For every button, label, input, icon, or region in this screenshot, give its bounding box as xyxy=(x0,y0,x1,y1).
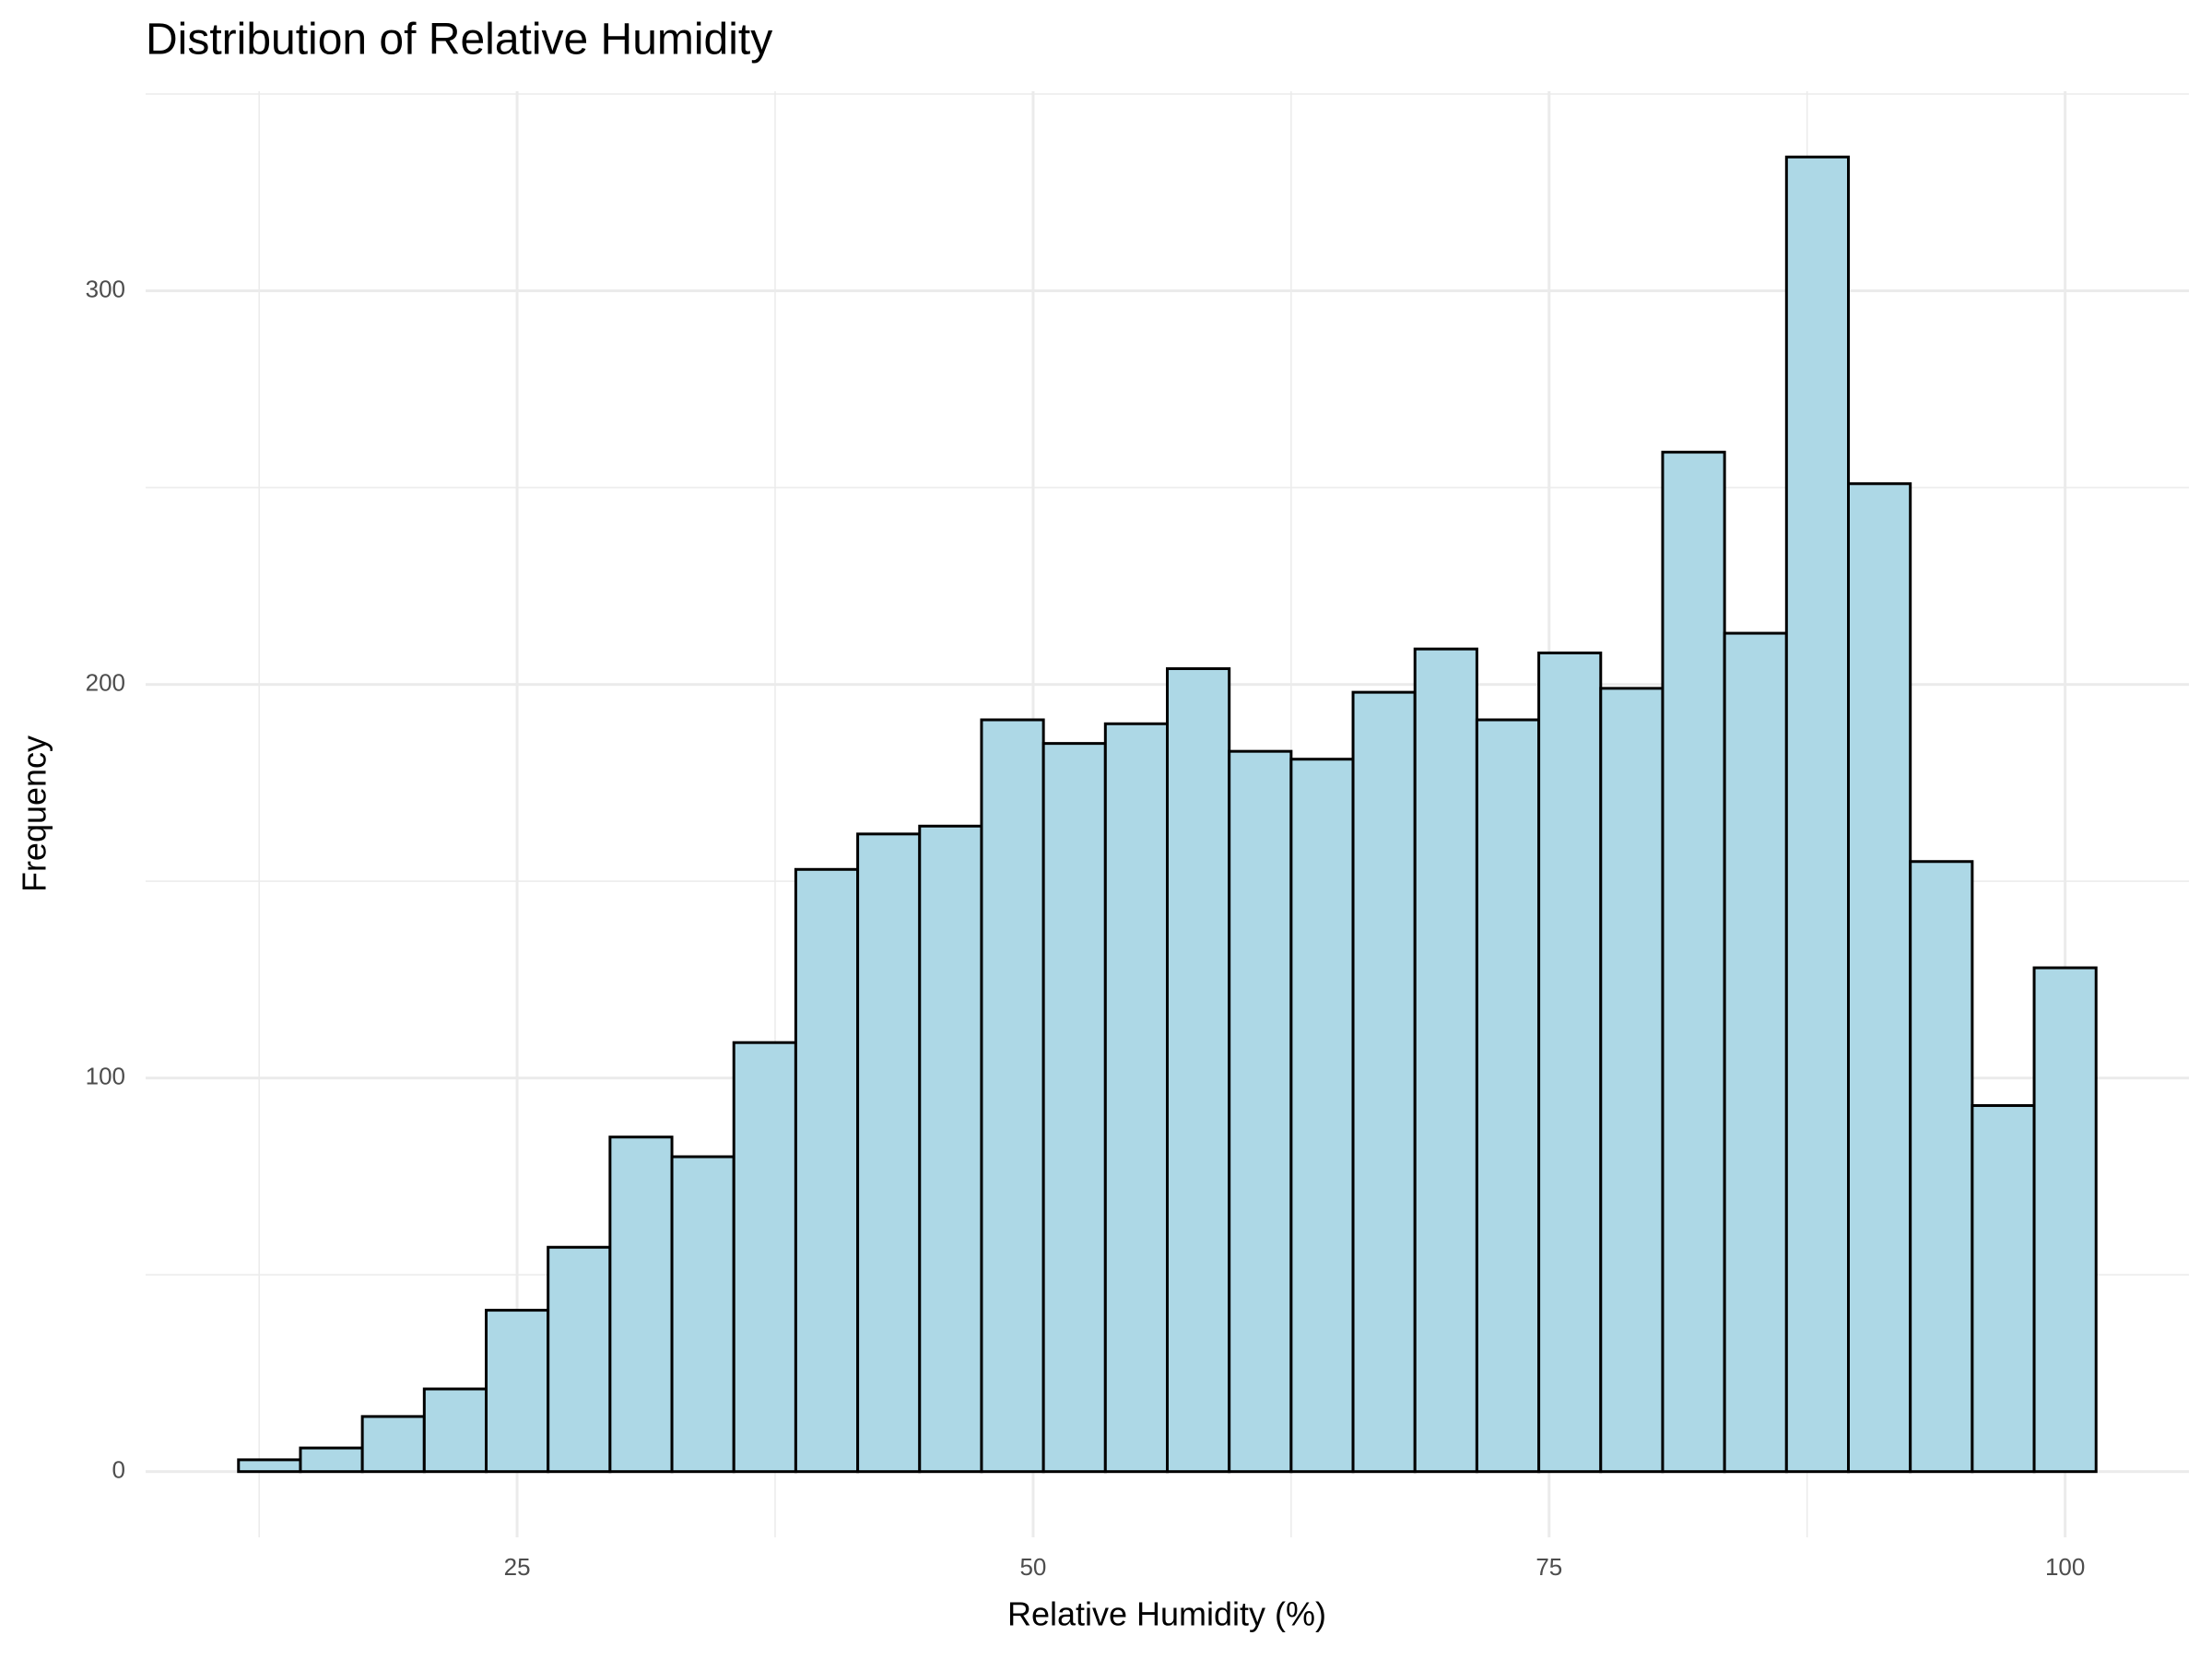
bar xyxy=(1847,482,1912,1474)
bar xyxy=(918,824,983,1474)
bar xyxy=(1166,666,1231,1474)
bar xyxy=(1909,860,1974,1474)
bar xyxy=(1537,651,1603,1474)
x-tick-label: 75 xyxy=(1535,1553,1562,1581)
y-tick-label: 0 xyxy=(112,1456,125,1484)
bar xyxy=(856,832,922,1474)
bar xyxy=(1413,647,1478,1474)
x-tick-label: 25 xyxy=(504,1553,531,1581)
y-axis-title: Frequency xyxy=(16,735,53,892)
bar xyxy=(1228,749,1293,1474)
bar xyxy=(670,1155,735,1474)
bar xyxy=(2032,966,2098,1474)
bar xyxy=(794,867,860,1474)
x-tick-label: 50 xyxy=(1019,1553,1046,1581)
bar xyxy=(299,1446,364,1474)
labels: 25 50 75 100 0 100 200 300 xyxy=(86,275,2086,1580)
bar xyxy=(360,1415,426,1474)
y-tick-label: 200 xyxy=(86,668,125,696)
bar xyxy=(1041,742,1107,1474)
bar xyxy=(547,1245,612,1474)
bar xyxy=(1784,155,1851,1474)
bar xyxy=(485,1309,550,1474)
x-axis-title: Relative Humidity (%) xyxy=(1007,1595,1326,1633)
bar xyxy=(1971,1104,2036,1474)
bar xyxy=(980,718,1045,1474)
bar xyxy=(1289,758,1355,1474)
y-tick-label: 300 xyxy=(86,275,125,302)
y-tick-label: 100 xyxy=(86,1063,125,1090)
bar xyxy=(1475,718,1541,1474)
bar xyxy=(1599,687,1665,1474)
bar xyxy=(1351,690,1417,1474)
bar xyxy=(732,1041,797,1474)
bar xyxy=(237,1458,302,1474)
x-tick-label: 100 xyxy=(2045,1553,2085,1581)
bar xyxy=(1103,722,1170,1474)
chart-title: Distribution of Relative Humidity xyxy=(146,16,772,65)
bar xyxy=(1723,631,1788,1474)
bar xyxy=(422,1387,488,1474)
bar xyxy=(608,1135,674,1474)
bars xyxy=(237,155,2098,1474)
bar xyxy=(1661,451,1726,1474)
